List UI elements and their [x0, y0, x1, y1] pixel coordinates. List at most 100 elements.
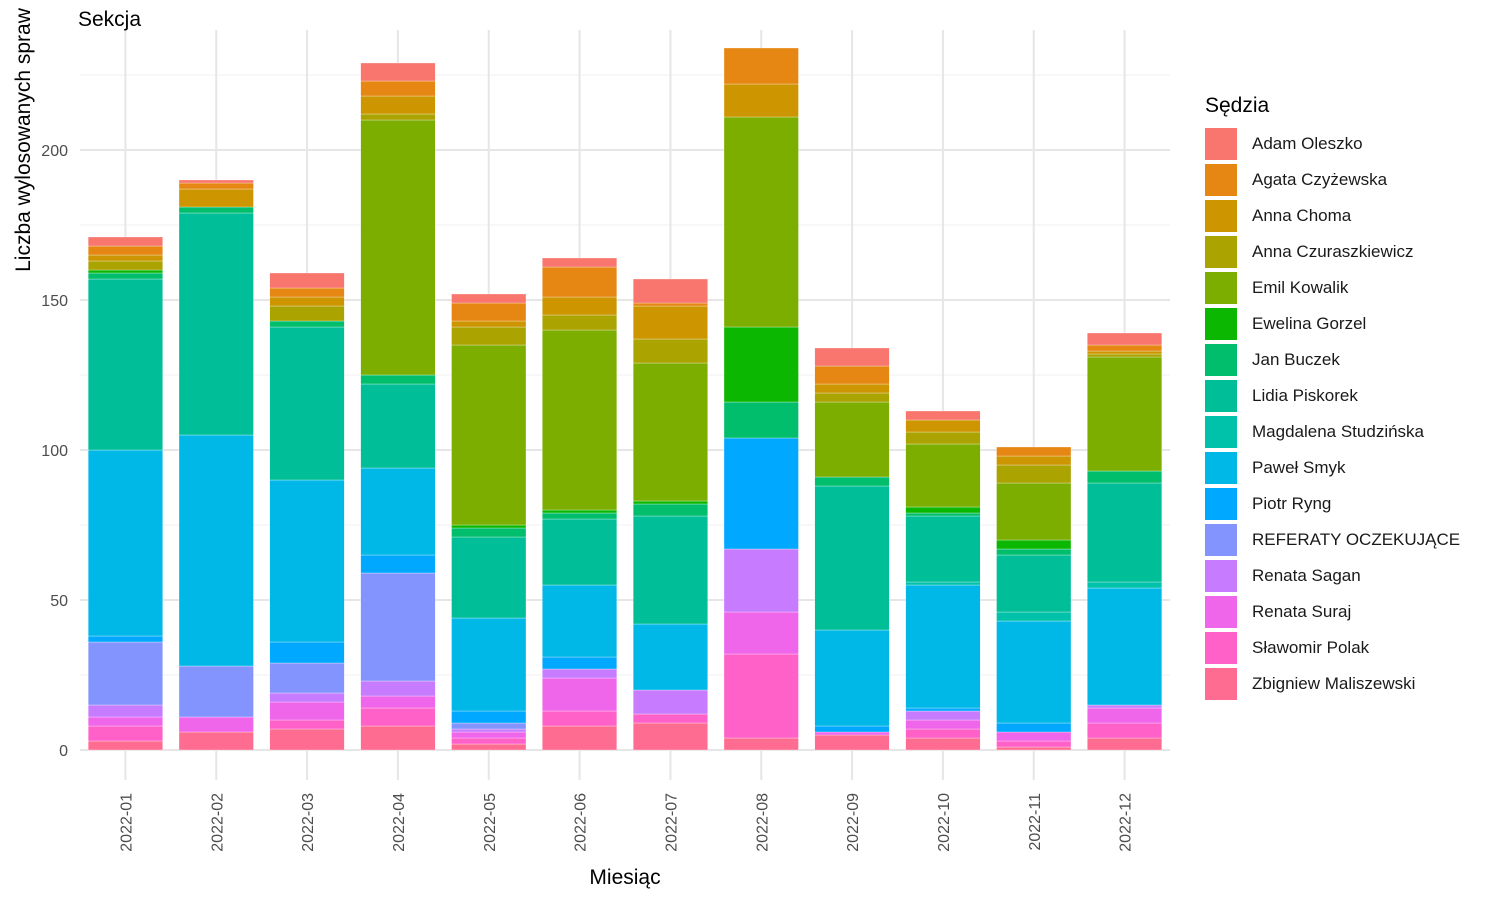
- bar-segment: [905, 581, 981, 586]
- bar-segment: [88, 740, 163, 751]
- bar-segment: [451, 617, 527, 712]
- bar-segment: [633, 278, 708, 304]
- bar-segment: [1087, 737, 1162, 751]
- bar-segment: [451, 302, 527, 322]
- bar-segment: [269, 320, 345, 328]
- legend-label: Paweł Smyk: [1252, 458, 1346, 477]
- legend-swatch: [1205, 488, 1237, 520]
- bar-segment: [905, 410, 981, 421]
- bar-segment: [814, 725, 890, 733]
- bar-segment: [360, 467, 436, 556]
- legend-swatch: [1205, 344, 1237, 376]
- bar-segment: [178, 665, 254, 718]
- legend-label: Renata Suraj: [1252, 602, 1352, 621]
- bar-segment: [360, 695, 436, 709]
- legend-label: Ewelina Gorzel: [1252, 314, 1367, 333]
- bar-segment: [996, 539, 1072, 550]
- legend-label: REFERATY OCZEKUJĄCE: [1252, 530, 1461, 549]
- y-axis-label: Liczba wylosowanych spraw: [12, 8, 35, 272]
- bar-segment: [542, 266, 617, 298]
- bar-segment: [905, 707, 981, 712]
- bar-segment: [996, 446, 1072, 457]
- bar-segment: [451, 320, 527, 328]
- legend-swatch: [1205, 416, 1237, 448]
- bar-segment: [633, 362, 708, 502]
- bar-segment: [996, 554, 1072, 613]
- bar-segment: [633, 515, 708, 625]
- bar-segment: [996, 722, 1072, 733]
- bar-segment: [542, 296, 617, 316]
- legend-item: REFERATY OCZEKUJĄCE: [1205, 522, 1460, 558]
- bar-segment: [814, 392, 890, 403]
- bar-segment: [269, 719, 345, 730]
- bar-segment: [451, 731, 527, 739]
- bar-segment: [88, 704, 163, 718]
- bar-segment: [1087, 344, 1162, 352]
- bar-segment: [360, 707, 436, 727]
- legend-label: Magdalena Studzińska: [1252, 422, 1425, 441]
- bar-segment: [1087, 704, 1162, 709]
- bar-segment: [996, 548, 1072, 556]
- bar-segment: [633, 500, 708, 505]
- legend-label: Zbigniew Maliszewski: [1252, 674, 1416, 693]
- bar-segment: [542, 512, 617, 520]
- y-tick-label: 100: [41, 443, 68, 460]
- bar-segment: [633, 305, 708, 340]
- bar-segment: [996, 482, 1072, 541]
- bar-segment: [88, 254, 163, 262]
- bar-segment: [905, 506, 981, 514]
- bar-segment: [996, 464, 1072, 484]
- bar-segment: [269, 326, 345, 481]
- bar-segment: [542, 584, 617, 658]
- legend-item: Renata Sagan: [1205, 558, 1460, 594]
- bar-segment: [542, 509, 617, 514]
- bar-segment: [905, 584, 981, 709]
- bar-segment: [633, 503, 708, 517]
- legend: Sędzia Adam Oleszko Agata Czyżewska Anna C…: [1205, 94, 1460, 702]
- bar-segment: [360, 383, 436, 469]
- bar-segment: [178, 212, 254, 436]
- bar-segment: [269, 296, 345, 307]
- bar-segment: [905, 431, 981, 445]
- legend-item: Sławomir Polak: [1205, 630, 1460, 666]
- bar-segment: [88, 260, 163, 271]
- legend-items: Adam Oleszko Agata Czyżewska Anna Choma Ann…: [1205, 126, 1460, 702]
- bar-segment: [996, 455, 1072, 466]
- bar-segment: [905, 515, 981, 583]
- legend-label: Anna Czuraszkiewicz: [1252, 242, 1414, 261]
- legend-swatch: [1205, 164, 1237, 196]
- y-tick-label: 150: [41, 293, 68, 310]
- bar-segment: [542, 257, 617, 268]
- bar-segment: [88, 245, 163, 256]
- bar-segment: [1087, 722, 1162, 739]
- bar-segment: [814, 401, 890, 478]
- legend-item: Zbigniew Maliszewski: [1205, 666, 1460, 702]
- bar-segment: [178, 179, 254, 184]
- bar-segment: [905, 737, 981, 751]
- bar-segment: [905, 710, 981, 721]
- bar-segment: [1087, 470, 1162, 484]
- bar-segment: [451, 326, 527, 346]
- bar-segment: [451, 722, 527, 730]
- bar-segment: [633, 713, 708, 724]
- legend-swatch: [1205, 236, 1237, 268]
- legend-label: Anna Choma: [1252, 206, 1352, 225]
- bar-segment: [905, 719, 981, 730]
- legend-label: Lidia Piskorek: [1252, 386, 1358, 405]
- bar-segment: [996, 746, 1072, 751]
- legend-swatch: [1205, 452, 1237, 484]
- bar-segment: [451, 536, 527, 619]
- legend-swatch: [1205, 524, 1237, 556]
- bar-segment: [88, 278, 163, 451]
- legend-label: Adam Oleszko: [1252, 134, 1363, 153]
- bar-segment: [360, 80, 436, 97]
- bar-segment: [360, 95, 436, 115]
- bar-segment: [814, 731, 890, 736]
- bar-segment: [360, 554, 436, 574]
- legend-swatch: [1205, 200, 1237, 232]
- bar-segment: [451, 710, 527, 724]
- bar-segment: [451, 743, 527, 751]
- bar-segment: [269, 479, 345, 643]
- bar-segment: [1087, 587, 1162, 706]
